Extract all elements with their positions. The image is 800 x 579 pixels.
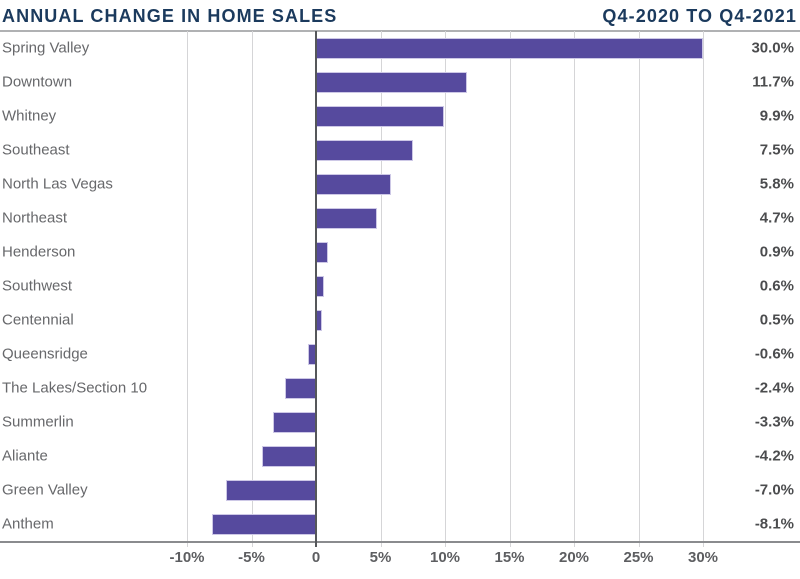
- x-tick-label: 10%: [429, 549, 461, 566]
- bar: [211, 513, 316, 535]
- value-label: 9.9%: [759, 107, 794, 125]
- x-tick-label: 20%: [558, 549, 590, 566]
- value-label: 30.0%: [751, 39, 794, 57]
- category-label: Aliante: [2, 447, 48, 465]
- gridline: [445, 31, 446, 547]
- gridline: [380, 31, 382, 547]
- gridline: [509, 31, 511, 547]
- x-tick-label: 30%: [687, 549, 719, 566]
- category-label: Anthem: [2, 515, 54, 533]
- category-label: North Las Vegas: [2, 175, 113, 193]
- bar: [261, 445, 316, 467]
- category-label: Summerlin: [2, 413, 74, 431]
- chart-row: Henderson 0.9%: [0, 235, 800, 269]
- category-label: The Lakes/Section 10: [2, 379, 148, 397]
- value-label: 4.7%: [759, 209, 794, 227]
- gridline: [251, 31, 253, 547]
- chart-row: Aliante -4.2%: [0, 439, 800, 473]
- chart-subtitle: Q4-2020 TO Q4-2021: [602, 6, 797, 26]
- x-tick-label: 15%: [494, 549, 525, 566]
- bar: [225, 479, 316, 501]
- category-label: Centennial: [2, 311, 74, 329]
- gridline: [574, 31, 575, 547]
- value-label: 0.6%: [759, 277, 794, 295]
- category-label: Henderson: [2, 243, 76, 261]
- category-label: Spring Valley: [2, 39, 90, 57]
- chart-row: Southeast 7.5%: [0, 133, 800, 167]
- chart-title: ANNUAL CHANGE IN HOME SALES: [2, 6, 338, 26]
- gridline: [187, 31, 188, 547]
- category-label: Queensridge: [2, 345, 88, 363]
- chart-row: Southwest 0.6%: [0, 269, 800, 303]
- bar: [273, 411, 316, 433]
- value-label: 0.9%: [759, 243, 794, 261]
- gridline: [703, 31, 704, 547]
- value-label: -2.4%: [754, 379, 794, 397]
- bar: [316, 37, 703, 59]
- bar: [316, 275, 324, 297]
- value-label: -3.3%: [754, 413, 794, 431]
- bar: [316, 105, 444, 127]
- x-tick-label: -5%: [238, 549, 265, 566]
- chart-row: Green Valley -7.0%: [0, 473, 800, 507]
- value-label: 5.8%: [759, 175, 794, 193]
- category-label: Whitney: [2, 107, 57, 125]
- chart-row: Northeast 4.7%: [0, 201, 800, 235]
- value-label: -0.6%: [754, 345, 794, 363]
- x-tick-label: 0: [311, 549, 321, 566]
- chart-row: Anthem -8.1%: [0, 507, 800, 541]
- chart-row: Downtown 11.7%: [0, 65, 800, 99]
- category-label: Downtown: [2, 73, 73, 91]
- category-label: Northeast: [2, 209, 68, 227]
- x-axis-line: [0, 541, 800, 543]
- chart-row: Summerlin -3.3%: [0, 405, 800, 439]
- bar: [316, 139, 413, 161]
- chart-row: Whitney 9.9%: [0, 99, 800, 133]
- chart-row: Queensridge -0.6%: [0, 337, 800, 371]
- x-tick-label: 5%: [369, 549, 392, 566]
- value-label: 7.5%: [759, 141, 794, 159]
- category-label: Southwest: [2, 277, 73, 295]
- value-label: -4.2%: [754, 447, 794, 465]
- chart-row: Centennial 0.5%: [0, 303, 800, 337]
- x-tick-label: 25%: [623, 549, 654, 566]
- chart-row: Spring Valley 30.0%: [0, 31, 800, 65]
- zero-axis-line: [315, 31, 317, 547]
- value-label: 11.7%: [752, 73, 794, 91]
- bar: [316, 173, 391, 195]
- bar: [316, 241, 328, 263]
- category-label: Southeast: [2, 141, 70, 159]
- value-label: 0.5%: [759, 311, 794, 329]
- value-label: -8.1%: [754, 515, 794, 533]
- bar: [285, 377, 316, 399]
- bar: [316, 71, 467, 93]
- header-divider: [0, 30, 800, 32]
- gridline: [638, 31, 640, 547]
- category-label: Green Valley: [2, 481, 88, 499]
- bar: [316, 207, 377, 229]
- value-label: -7.0%: [754, 481, 794, 499]
- chart-row: North Las Vegas 5.8%: [0, 167, 800, 201]
- x-tick-label: -10%: [169, 549, 205, 566]
- chart-row: The Lakes/Section 10 -2.4%: [0, 371, 800, 405]
